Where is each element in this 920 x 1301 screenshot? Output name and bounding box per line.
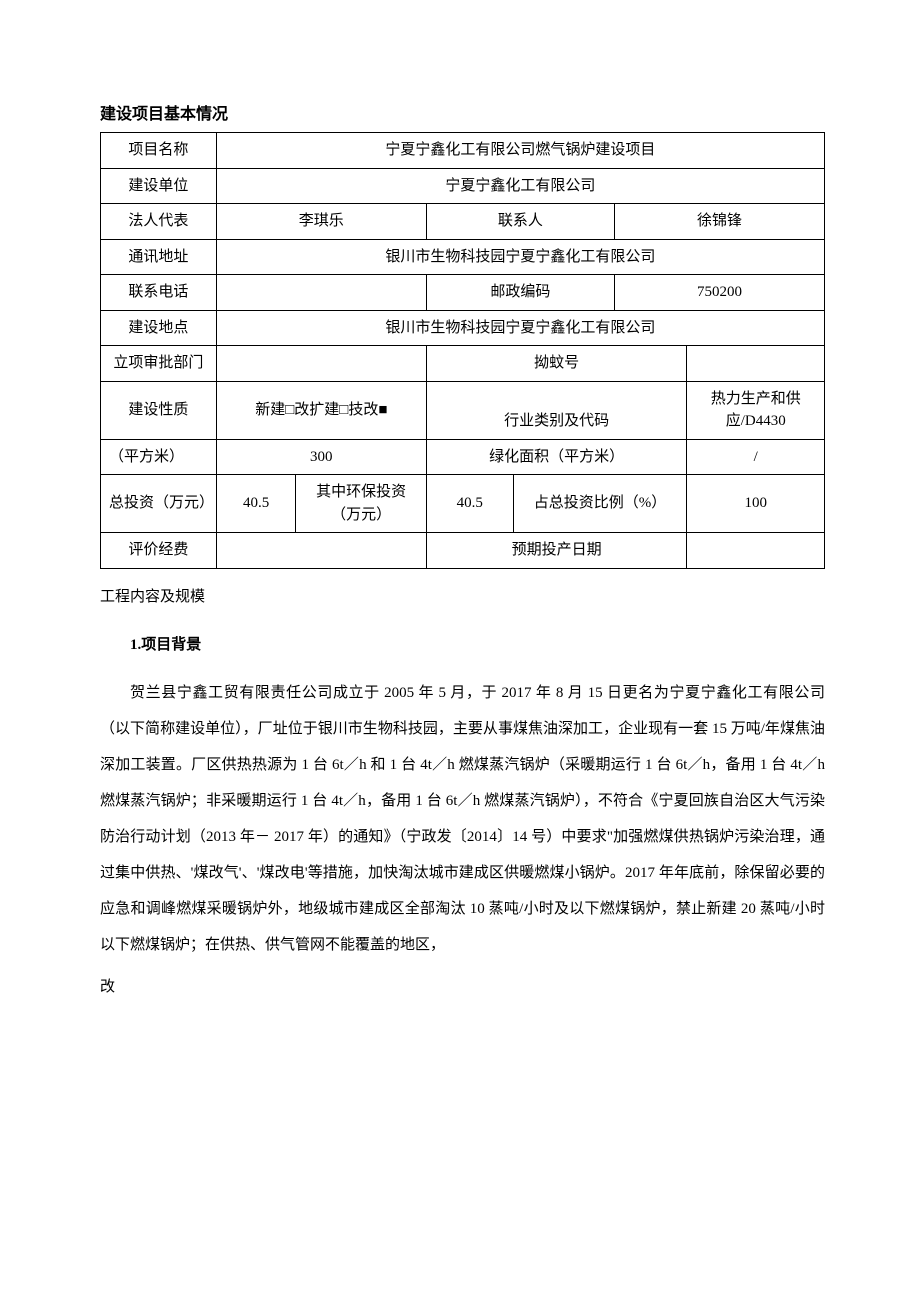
label-project-name: 项目名称 [101,133,217,169]
paragraph-1-continued: 改 [100,969,825,1005]
label-green-area: 绿化面积（平方米） [426,439,687,475]
value-area: 300 [216,439,426,475]
label-env-invest: 其中环保投资（万元） [296,475,426,533]
value-industry: 热力生产和供应/D4430 [687,381,825,439]
value-eval-fee [216,533,426,569]
label-total-invest: 总投资（万元） [101,475,217,533]
value-phone [216,275,426,311]
document-title: 建设项目基本情况 [100,100,825,124]
value-location: 银川市生物科技园宁夏宁鑫化工有限公司 [216,310,824,346]
value-construction-unit: 宁夏宁鑫化工有限公司 [216,168,824,204]
value-approval-dept [216,346,426,382]
label-invest-ratio: 占总投资比例（%） [513,475,687,533]
label-approval-dept: 立项审批部门 [101,346,217,382]
value-env-invest: 40.5 [426,475,513,533]
section-1-heading: 1.项目背景 [100,627,825,663]
label-prod-date: 预期投产日期 [426,533,687,569]
scope-title: 工程内容及规模 [100,579,825,615]
label-eval-fee: 评价经费 [101,533,217,569]
value-contact-person: 徐锦锋 [615,204,825,240]
label-legal-rep: 法人代表 [101,204,217,240]
label-contact-person: 联系人 [426,204,614,240]
value-postal-code: 750200 [615,275,825,311]
project-info-table: 项目名称 宁夏宁鑫化工有限公司燃气锅炉建设项目 建设单位 宁夏宁鑫化工有限公司 … [100,132,825,569]
content-body: 工程内容及规模 1.项目背景 贺兰县宁鑫工贸有限责任公司成立于 2005 年 5… [100,579,825,1005]
label-area: （平方米） [101,439,217,475]
value-project-name: 宁夏宁鑫化工有限公司燃气锅炉建设项目 [216,133,824,169]
value-invest-ratio: 100 [687,475,825,533]
value-approval-number [687,346,825,382]
label-approval-number: 拗蚊号 [426,346,687,382]
label-industry: 行业类别及代码 [426,381,687,439]
label-location: 建设地点 [101,310,217,346]
label-address: 通讯地址 [101,239,217,275]
paragraph-1: 贺兰县宁鑫工贸有限责任公司成立于 2005 年 5 月，于 2017 年 8 月… [100,675,825,963]
label-phone: 联系电话 [101,275,217,311]
value-prod-date [687,533,825,569]
value-address: 银川市生物科技园宁夏宁鑫化工有限公司 [216,239,824,275]
label-construction-unit: 建设单位 [101,168,217,204]
value-green-area: / [687,439,825,475]
value-nature: 新建□改扩建□技改■ [216,381,426,439]
label-postal-code: 邮政编码 [426,275,614,311]
value-total-invest: 40.5 [216,475,296,533]
value-legal-rep: 李琪乐 [216,204,426,240]
label-nature: 建设性质 [101,381,217,439]
